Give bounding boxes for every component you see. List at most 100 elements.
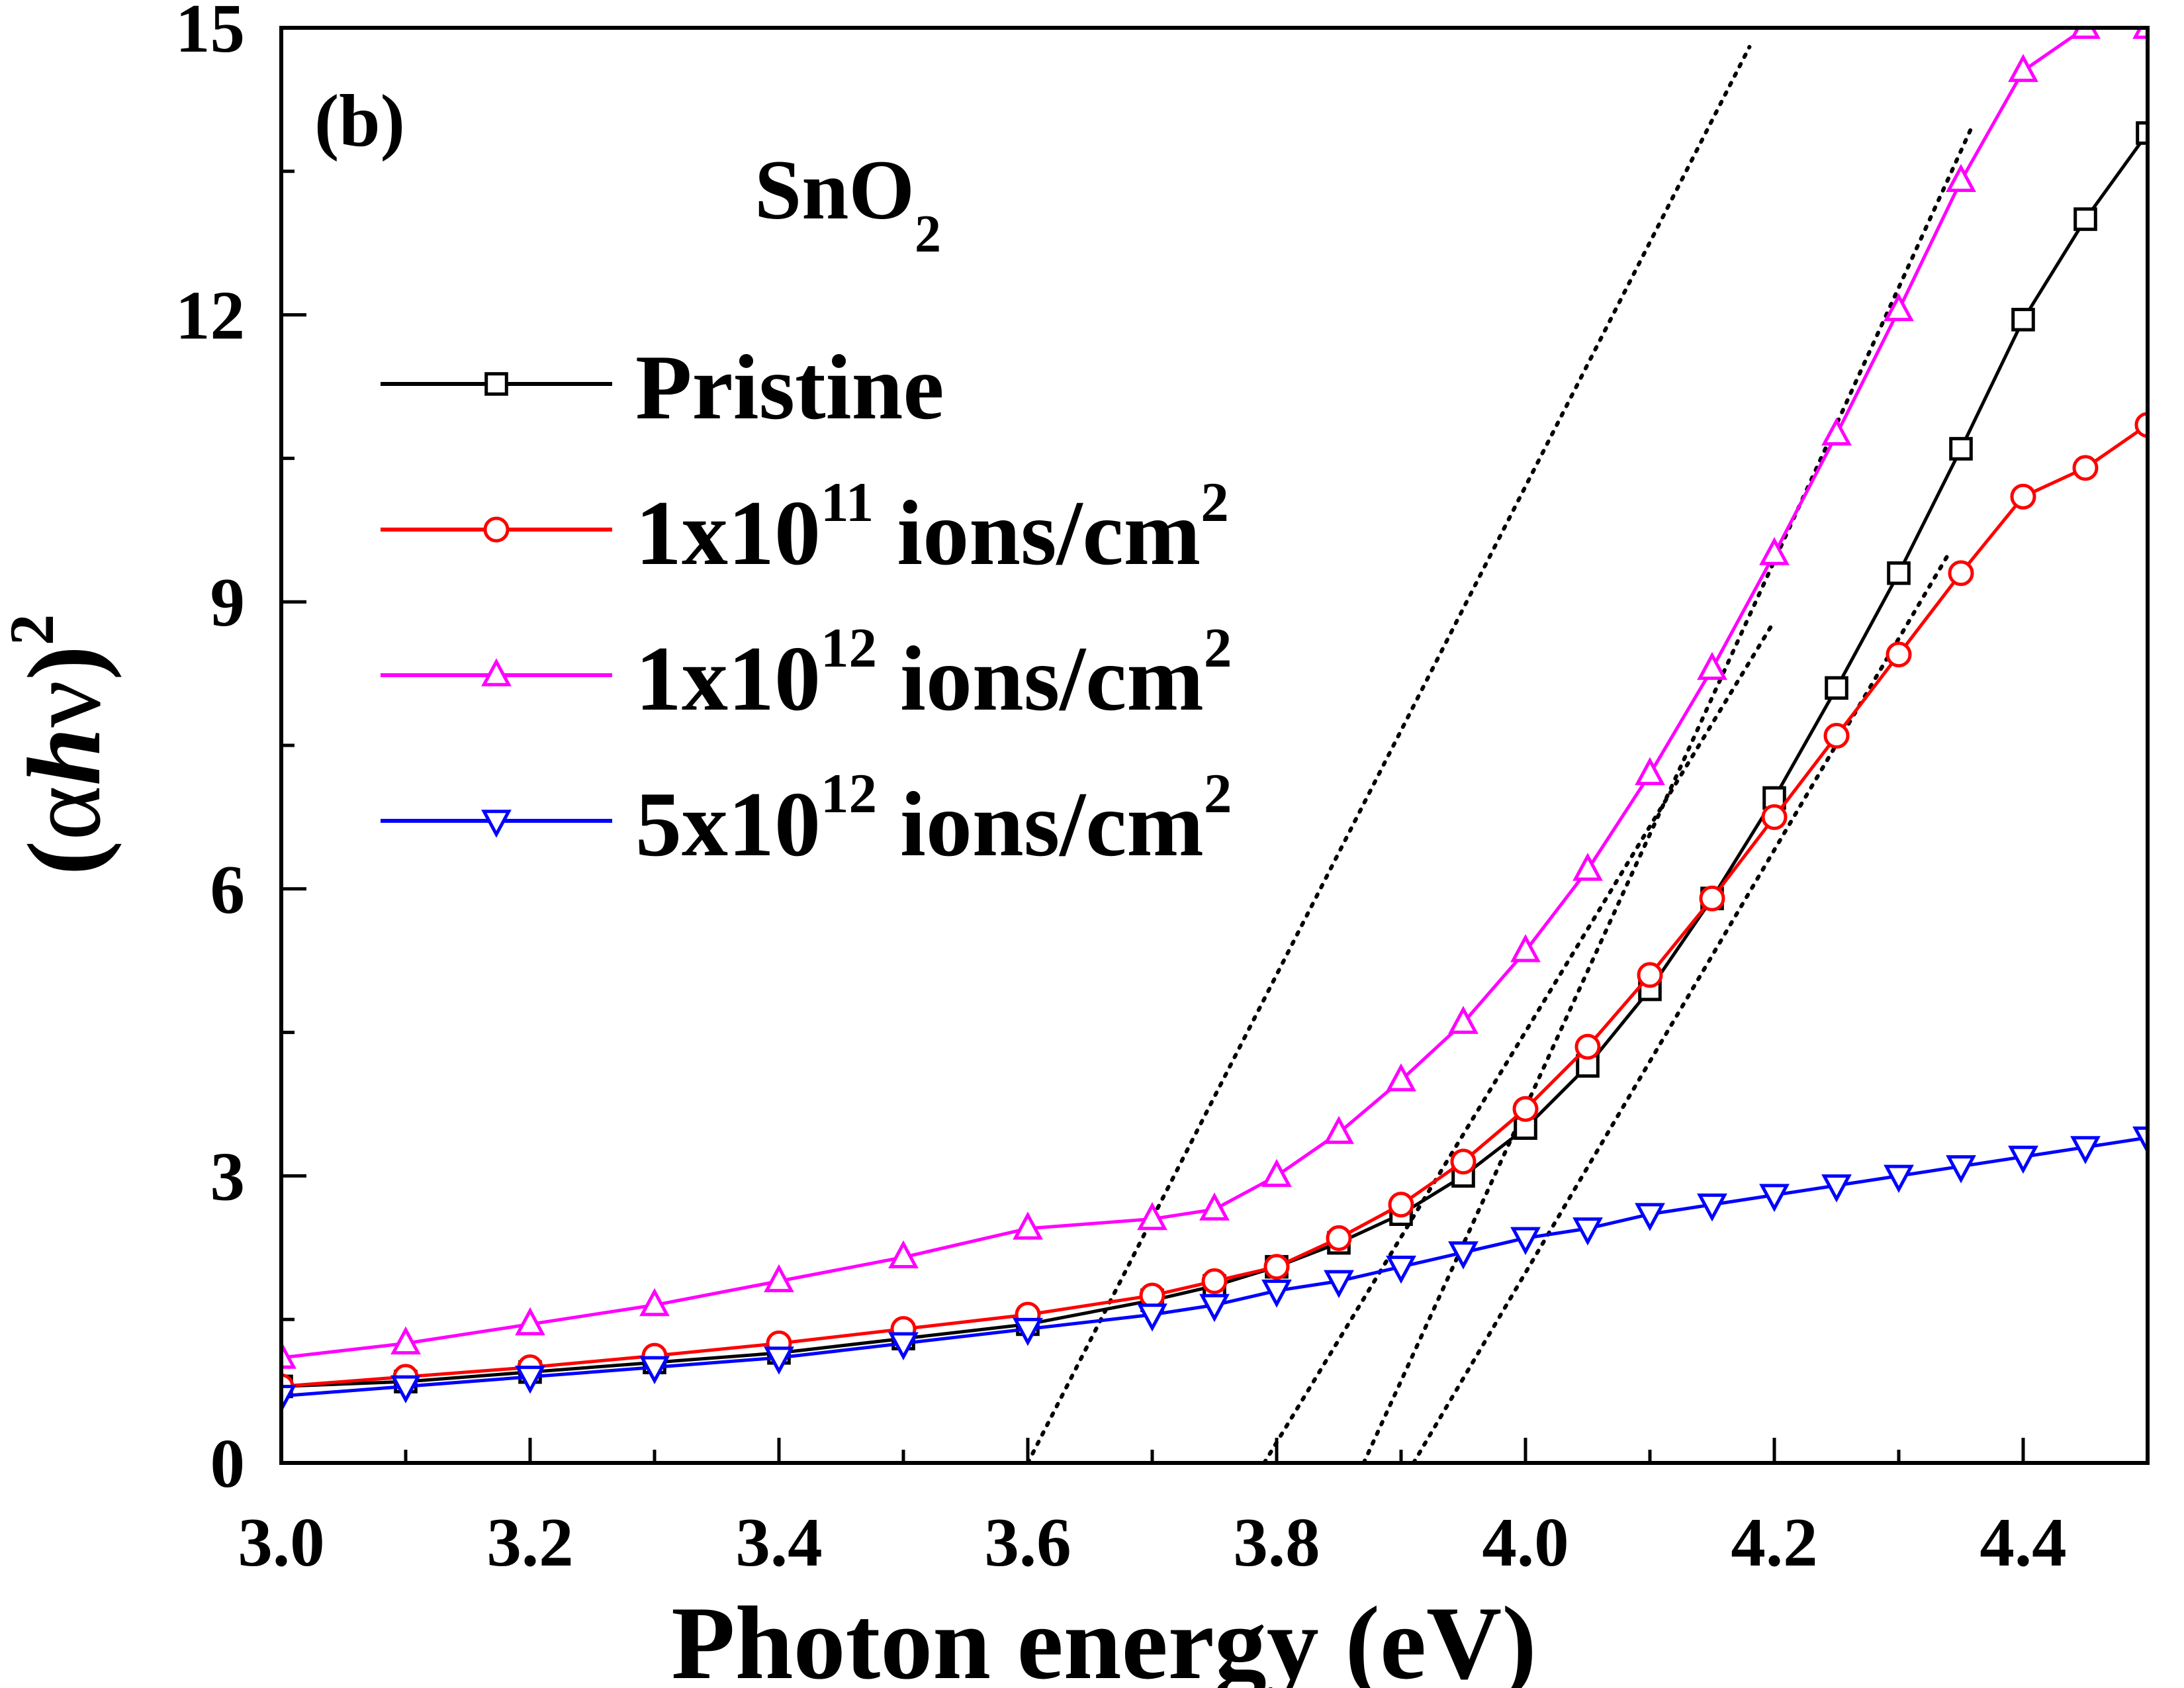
data-point	[1635, 757, 1665, 786]
y-axis-title-open: (	[7, 841, 122, 876]
data-point	[1388, 1192, 1414, 1218]
legend-label-exponent: 11	[821, 471, 874, 534]
data-point	[1386, 1255, 1416, 1284]
legend-label-unit-exponent: 2	[1204, 617, 1232, 679]
data-point	[888, 1332, 919, 1361]
data-point	[1699, 885, 1725, 912]
legend-label-unit-exponent: 2	[1204, 763, 1232, 825]
data-point	[1572, 853, 1603, 881]
plot-area	[281, 28, 2148, 1463]
data-point	[639, 1288, 670, 1317]
data-point	[1326, 1225, 1352, 1251]
legend-item: 5x1012 ions/cm2	[381, 763, 1232, 876]
data-point	[390, 1326, 421, 1355]
data-point	[1386, 1063, 1416, 1092]
data-point	[1013, 1211, 1043, 1240]
series-line	[281, 1136, 2148, 1398]
y-axis-title-h: h	[7, 727, 122, 786]
x-axis: 3.0 3.2 3.4 3.6 3.8 4.0 4.2 4.4	[238, 1438, 2067, 1581]
data-point	[1510, 1227, 1541, 1256]
series-2	[281, 28, 2148, 1369]
legend-label-main: Pristine	[635, 336, 944, 439]
data-point	[639, 1356, 670, 1385]
data-point	[1510, 934, 1541, 962]
data-point	[1324, 1115, 1354, 1145]
legend-item: 1x1011 ions/cm2	[381, 471, 1229, 585]
legend-marker	[481, 658, 512, 686]
data-point	[1887, 561, 1911, 585]
data-point	[888, 1240, 919, 1269]
data-point	[2134, 412, 2148, 438]
data-point	[1697, 1193, 1727, 1222]
data-point	[1574, 1033, 1601, 1060]
data-point	[515, 1307, 545, 1336]
y-tick-label: 9	[210, 563, 246, 641]
x-tick-label: 3.6	[984, 1503, 1071, 1581]
data-point	[2132, 28, 2148, 39]
data-point	[1823, 723, 1850, 749]
data-point	[1512, 1096, 1539, 1122]
data-point	[1697, 651, 1727, 680]
legend-marker	[481, 810, 512, 838]
data-point	[1201, 1268, 1228, 1294]
legend-label: 5x1012 ions/cm2	[635, 763, 1232, 876]
sample-label-base: SnO	[754, 143, 915, 237]
legend-label-unit: ions/cm	[874, 482, 1201, 585]
legend-label-unit-exponent: 2	[1201, 471, 1229, 534]
legend-marker	[483, 516, 510, 543]
data-point	[2008, 54, 2038, 82]
data-point	[1946, 164, 1976, 193]
data-point	[1261, 1158, 1292, 1188]
data-point	[1324, 1270, 1354, 1299]
data-point	[1137, 1201, 1167, 1231]
y-axis: 0 3 6 9 12 15	[175, 0, 306, 1502]
legend-label: 1x1011 ions/cm2	[635, 471, 1229, 585]
x-tick-label: 3.0	[238, 1503, 324, 1581]
data-point	[515, 1366, 545, 1394]
data-point	[281, 1340, 296, 1369]
data-point	[1946, 1155, 1976, 1184]
data-point	[2073, 207, 2097, 231]
data-point	[1886, 641, 1912, 668]
x-tick-label: 4.2	[1731, 1503, 1817, 1581]
legend-label-main: 1x10	[635, 482, 821, 585]
y-axis-title-nu: ν	[7, 680, 122, 727]
data-point	[2010, 483, 2036, 510]
data-point	[1884, 1164, 1914, 1194]
series-line	[281, 423, 2148, 1388]
data-point	[1199, 1192, 1230, 1221]
legend-marker	[484, 372, 508, 396]
legend-item: 1x1012 ions/cm2	[381, 617, 1232, 730]
data-point	[2008, 1145, 2038, 1174]
y-tick-label: 6	[210, 851, 246, 928]
data-point	[1013, 1317, 1043, 1346]
data-point	[1263, 1254, 1290, 1280]
data-point	[764, 1264, 794, 1293]
legend-item: Pristine	[381, 336, 944, 439]
sample-label: SnO2	[754, 143, 941, 263]
y-tick-label: 12	[175, 277, 245, 354]
data-point	[1572, 1217, 1603, 1246]
x-tick-label: 3.8	[1233, 1503, 1320, 1581]
panel-label: (b)	[314, 80, 405, 162]
legend-label-main: 5x10	[635, 773, 821, 876]
data-point	[1139, 1282, 1165, 1309]
data-point	[1948, 560, 1974, 586]
data-point	[1884, 293, 1914, 322]
x-tick-label: 4.0	[1482, 1503, 1569, 1581]
data-point	[1821, 1174, 1852, 1203]
data-point	[1448, 1006, 1479, 1034]
y-tick-label: 15	[175, 0, 245, 67]
data-point	[2072, 455, 2099, 481]
data-point	[2011, 308, 2035, 332]
y-axis-title: (αhν)2	[0, 614, 122, 876]
data-point	[390, 1375, 421, 1404]
data-point	[1261, 1280, 1292, 1308]
data-point	[1825, 676, 1848, 700]
data-point	[2070, 28, 2101, 39]
legend-label: 1x1012 ions/cm2	[635, 617, 1232, 730]
legend-label-main: 1x10	[635, 628, 821, 730]
